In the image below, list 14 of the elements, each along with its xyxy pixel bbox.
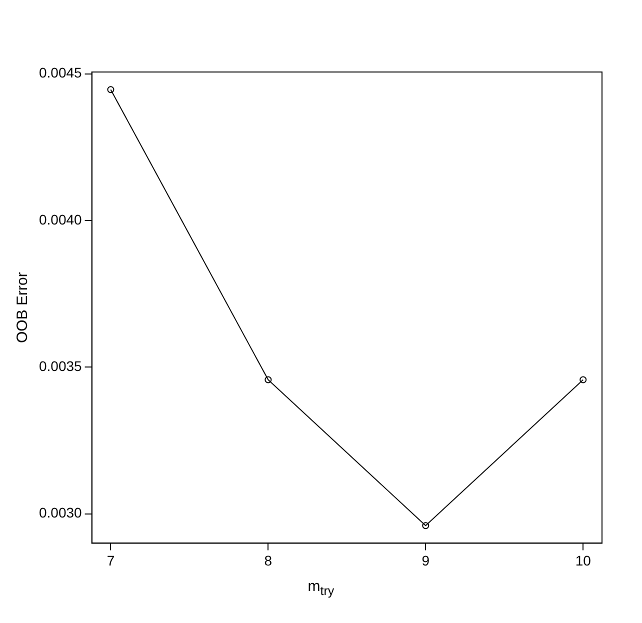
- point: [107, 86, 114, 94]
- point: [422, 522, 430, 530]
- point: [264, 376, 272, 384]
- y-axis-title: OOB Error: [14, 272, 32, 344]
- x-tick-label: 8: [264, 552, 272, 568]
- y-tick-label: 0.0045: [38, 64, 82, 81]
- x-tick-label: 10: [575, 552, 592, 568]
- x-tick-label: 9: [422, 552, 430, 568]
- point: [580, 376, 587, 384]
- x-axis-title: m$_{try}$: [306, 578, 336, 598]
- y-tick-label: 0.0040: [38, 211, 82, 228]
- y-tick-label: 0.0035: [38, 358, 82, 374]
- x-tick-label: 7: [106, 552, 115, 568]
- y-tick-label: 0.0030: [38, 504, 82, 521]
